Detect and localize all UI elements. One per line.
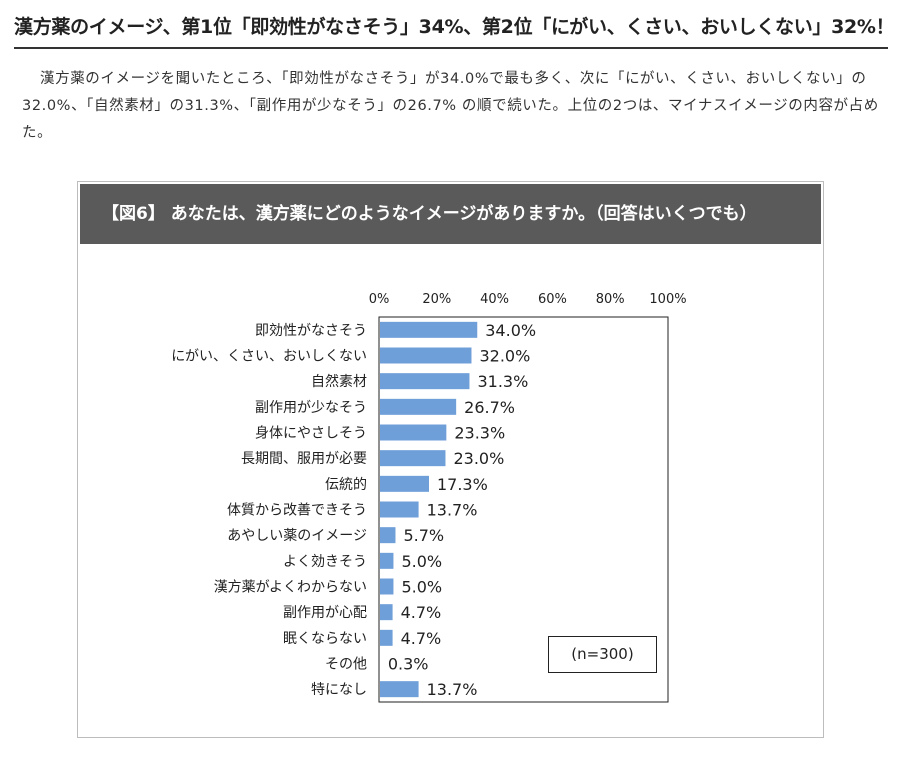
category-label: 副作用が心配 bbox=[283, 605, 367, 621]
bar bbox=[380, 373, 470, 390]
category-label: 特になし bbox=[311, 682, 367, 698]
value-label: 23.0% bbox=[453, 449, 504, 468]
value-label: 0.3% bbox=[388, 655, 429, 674]
category-label: にがい、くさい、おいしくない bbox=[171, 349, 367, 365]
bar bbox=[380, 604, 393, 621]
bar bbox=[380, 398, 457, 415]
category-label: 長期間、服用が必要 bbox=[241, 451, 367, 467]
bar-chart: 0% 20% 40% 60% 80% 100% 即効性がなさそう 34.0% にがい、くさい、お… bbox=[171, 292, 687, 703]
category-label: 体質から改善できそう bbox=[227, 503, 367, 519]
value-label: 17.3% bbox=[437, 475, 488, 494]
bar bbox=[380, 475, 429, 492]
figure-title: 【図6】 あなたは、漢方薬にどのようなイメージがありますか。（回答はいくつでも） bbox=[80, 184, 821, 244]
category-label: 身体にやさしそう bbox=[255, 426, 367, 442]
x-tick-label: 60% bbox=[538, 292, 567, 307]
value-label: 5.0% bbox=[401, 552, 442, 571]
sample-size-box: (n=300) bbox=[548, 636, 657, 673]
category-label: 即効性がなさそう bbox=[255, 323, 367, 339]
value-label: 26.7% bbox=[464, 398, 515, 417]
value-label: 13.7% bbox=[427, 680, 478, 699]
bar bbox=[380, 552, 394, 569]
x-tick-label: 0% bbox=[369, 292, 390, 307]
value-label: 5.0% bbox=[401, 578, 442, 597]
value-label: 5.7% bbox=[403, 526, 444, 545]
value-label: 34.0% bbox=[485, 321, 536, 340]
bar bbox=[380, 578, 394, 595]
bar bbox=[380, 527, 396, 544]
x-tick-label: 20% bbox=[422, 292, 451, 307]
x-tick-label: 40% bbox=[480, 292, 509, 307]
category-label: 自然素材 bbox=[311, 373, 367, 390]
category-label: 副作用が少なそう bbox=[255, 400, 367, 416]
bar bbox=[380, 347, 472, 364]
bar bbox=[380, 321, 478, 338]
value-label: 4.7% bbox=[401, 629, 442, 648]
article-headline: 漢方薬のイメージ、第1位「即効性がなさそう」34%、第2位「にがい、くさい、おい… bbox=[14, 12, 895, 49]
category-label: 漢方薬がよくわからない bbox=[214, 580, 367, 596]
value-label: 4.7% bbox=[401, 603, 442, 622]
category-label: あやしい薬のイメージ bbox=[227, 528, 367, 544]
value-label: 31.3% bbox=[477, 372, 528, 391]
bar bbox=[380, 681, 419, 698]
plot-area-border bbox=[378, 316, 669, 703]
bar bbox=[380, 501, 419, 518]
bar bbox=[380, 450, 446, 467]
category-label: 伝統的 bbox=[325, 477, 367, 493]
x-tick-label: 80% bbox=[596, 292, 625, 307]
category-label: よく効きそう bbox=[283, 554, 367, 570]
x-tick-label: 100% bbox=[649, 292, 686, 307]
value-label: 32.0% bbox=[479, 347, 530, 366]
lead-paragraph: 漢方薬のイメージを聞いたところ、「即効性がなさそう」が34.0%で最も多く、次に… bbox=[22, 71, 879, 141]
bar bbox=[380, 424, 447, 441]
category-label: 眠くならない bbox=[283, 631, 367, 647]
figure-frame: 【図6】 あなたは、漢方薬にどのようなイメージがありますか。（回答はいくつでも）… bbox=[77, 181, 824, 738]
value-label: 23.3% bbox=[454, 424, 505, 443]
category-label: その他 bbox=[325, 657, 367, 673]
value-label: 13.7% bbox=[427, 501, 478, 520]
bar bbox=[380, 629, 393, 646]
